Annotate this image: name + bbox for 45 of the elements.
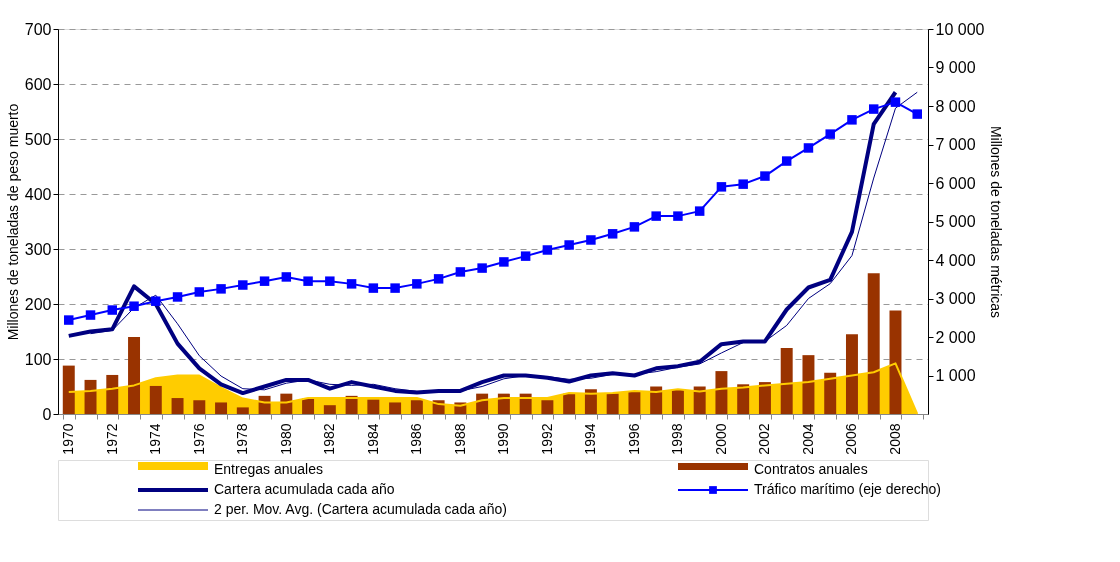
x-tick-label: 2006 [843,423,860,455]
x-tick-label: 1970 [60,423,77,455]
y-tick-label: 500 [24,130,52,148]
y-tick-label: 600 [24,75,52,93]
legend-label: Contratos anuales [754,461,868,477]
x-tick-label: 1978 [234,423,251,455]
x-tick-label: 2000 [712,423,729,455]
x-tick-label: 1980 [277,423,294,455]
x-tick-label: 1990 [495,423,512,455]
x-tick-label: 2004 [799,423,816,455]
legend-label: 2 per. Mov. Avg. (Cartera acumulada cada año) [214,501,507,517]
x-tick-label: 1976 [190,423,207,455]
y2-tick-label: 7 000 [935,136,976,153]
legend-label: Entregas anuales [214,461,323,477]
y2-tick-label: 2 000 [935,328,976,346]
y-tick-label: 100 [24,350,52,368]
y2-tick-label: 4 000 [935,251,976,269]
x-tick-label: 1986 [408,423,425,455]
y-axis-title: Millones de toneladas de peso muerto [4,103,21,341]
legend-label: Tráfico marítimo (eje derecho) [754,481,941,497]
y2-tick-label: 1 000 [935,367,976,384]
x-tick-label: 1994 [582,423,599,455]
y2-tick-label: 5 000 [935,213,976,230]
y-tick-label: 0 [42,405,52,423]
y2-axis-title: Millones de toneladas métricas [988,125,1005,319]
legend-label: Cartera acumulada cada año [214,481,395,497]
y-tick-label: 300 [24,240,52,258]
x-tick-label: 1988 [451,423,468,455]
x-tick-label: 1998 [669,423,686,455]
x-tick-label: 2008 [886,423,903,455]
y2-tick-label: 10 000 [935,20,985,38]
x-tick-label: 1972 [103,423,120,455]
x-tick-label: 2002 [756,423,773,455]
y2-tick-label: 9 000 [935,59,976,76]
y2-tick-label: 6 000 [935,174,976,192]
y-tick-label: 700 [24,20,52,38]
y-tick-label: 200 [24,295,52,313]
x-tick-label: 1992 [538,423,555,455]
x-tick-label: 1996 [625,423,642,455]
y-tick-label: 400 [24,185,52,203]
x-tick-label: 1982 [321,423,338,455]
y2-tick-label: 3 000 [935,290,976,307]
y2-tick-label: 8 000 [935,97,976,115]
x-tick-label: 1974 [147,423,164,455]
x-tick-label: 1984 [364,423,381,455]
